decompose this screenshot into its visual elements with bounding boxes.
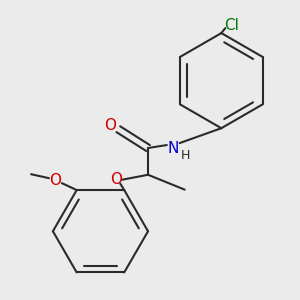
Text: H: H	[181, 149, 190, 162]
Text: Cl: Cl	[224, 18, 239, 33]
Text: O: O	[104, 118, 116, 133]
Text: N: N	[167, 140, 178, 155]
Text: O: O	[110, 172, 122, 187]
Text: O: O	[49, 172, 61, 188]
